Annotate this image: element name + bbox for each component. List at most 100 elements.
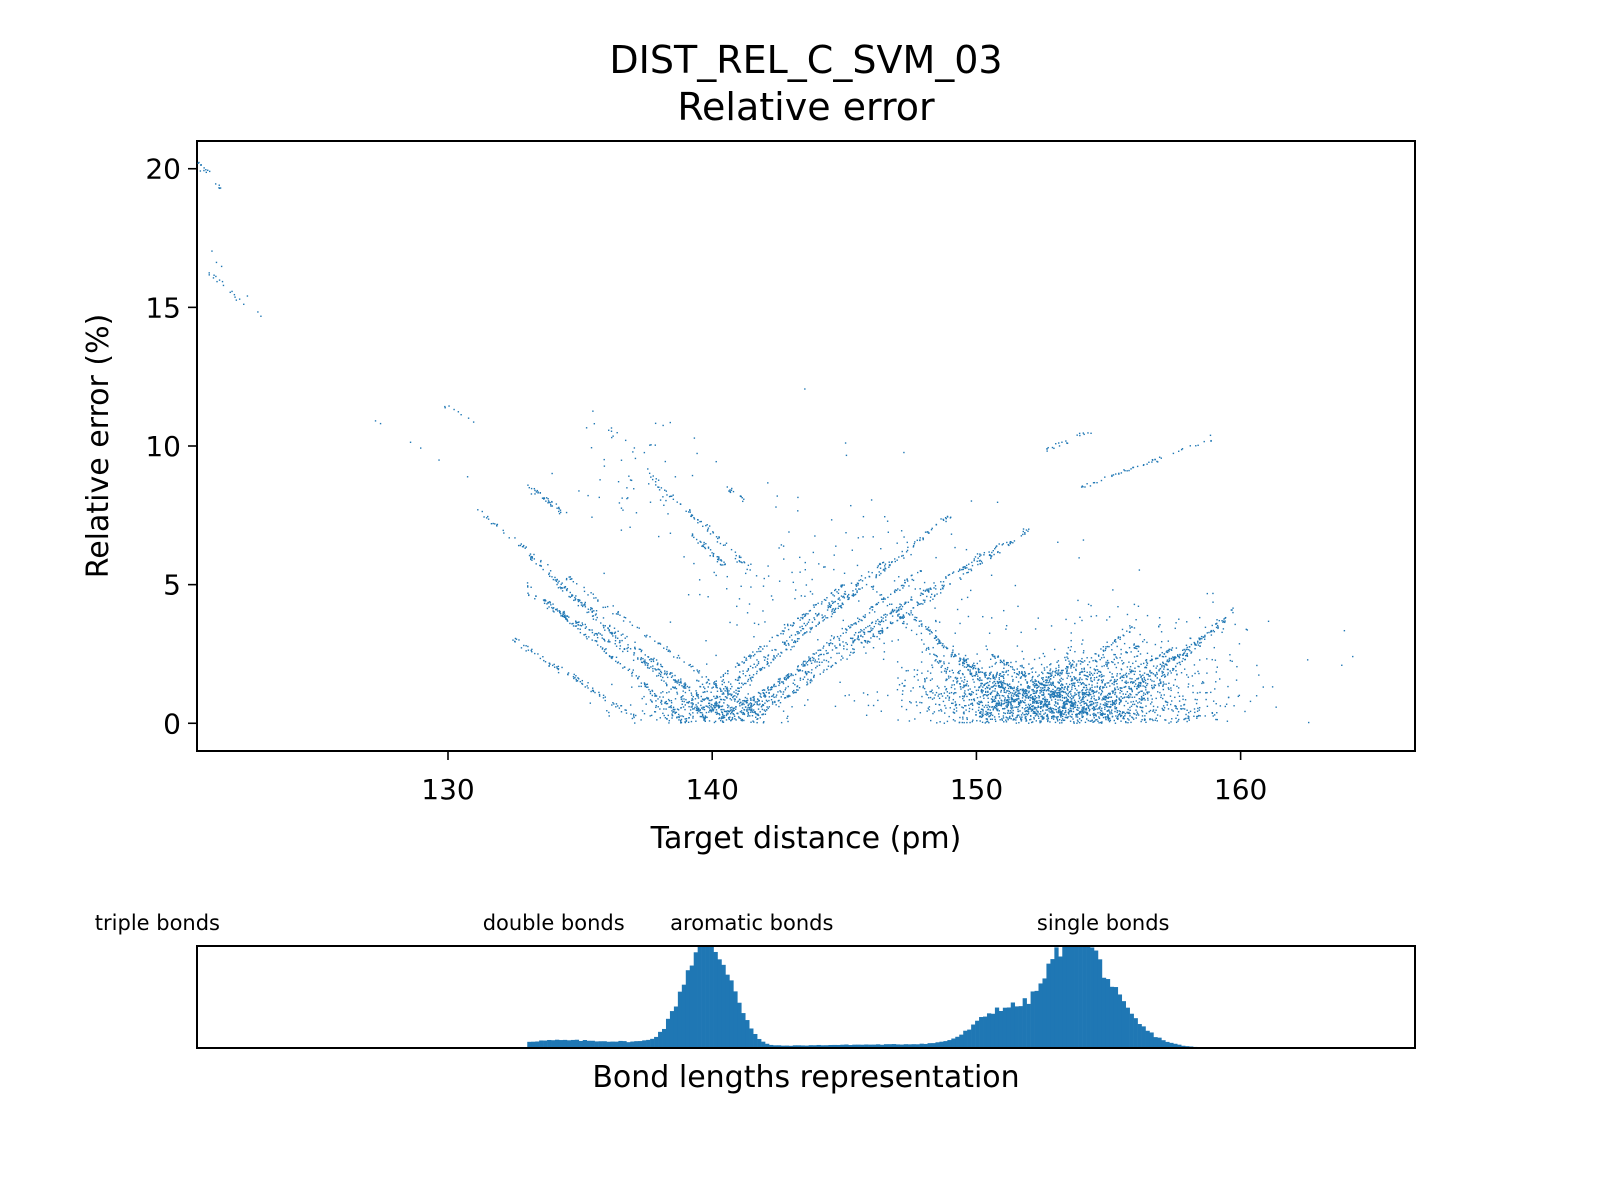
scatter-point: [890, 612, 893, 614]
scatter-point: [1061, 690, 1063, 692]
scatter-point: [996, 691, 999, 693]
scatter-point: [898, 684, 901, 686]
scatter-point: [994, 678, 996, 680]
scatter-point: [1022, 701, 1025, 703]
scatter-point: [972, 704, 974, 706]
scatter-point: [567, 674, 569, 676]
scatter-point: [514, 640, 516, 643]
scatter-point: [1081, 668, 1083, 670]
scatter-point: [953, 708, 955, 711]
scatter-point: [726, 690, 728, 693]
scatter-point: [955, 710, 958, 712]
scatter-point: [1215, 718, 1217, 721]
scatter-point: [1107, 701, 1110, 703]
scatter-point: [1122, 711, 1124, 714]
scatter-point: [969, 670, 971, 673]
scatter-point: [752, 667, 754, 669]
scatter-point: [852, 652, 854, 654]
scatter-point: [984, 722, 986, 724]
scatter-point: [1063, 707, 1065, 709]
scatter-point: [652, 660, 655, 663]
scatter-point: [1135, 714, 1138, 716]
scatter-point: [779, 682, 781, 685]
scatter-point: [648, 659, 651, 661]
scatter-point: [1050, 696, 1052, 699]
scatter-point: [1162, 662, 1165, 664]
scatter-point: [957, 670, 960, 673]
scatter-point: [777, 691, 779, 693]
scatter-point: [1147, 699, 1149, 701]
scatter-point: [962, 661, 964, 664]
scatter-point: [1140, 663, 1142, 665]
scatter-point: [992, 709, 995, 711]
scatter-point: [933, 711, 936, 713]
scatter-point: [707, 698, 709, 700]
scatter-point: [524, 547, 526, 549]
scatter-point: [761, 700, 763, 702]
scatter-point: [720, 698, 723, 701]
scatter-point: [1070, 667, 1072, 669]
scatter-point: [646, 667, 649, 669]
scatter-point: [966, 695, 968, 698]
scatter-point: [660, 703, 663, 705]
scatter-point: [200, 164, 202, 166]
scatter-point: [923, 687, 926, 690]
scatter-point: [892, 622, 894, 624]
scatter-point: [933, 637, 936, 640]
scatter-point: [993, 684, 996, 686]
scatter-point: [552, 610, 554, 612]
scatter-point: [917, 679, 919, 681]
scatter-point: [1125, 651, 1127, 653]
scatter-point: [723, 710, 726, 713]
scatter-point: [700, 715, 703, 718]
scatter-point: [679, 715, 681, 717]
scatter-point: [1112, 474, 1115, 476]
scatter-point: [760, 696, 762, 698]
scatter-point: [1025, 707, 1027, 709]
scatter-point: [645, 683, 648, 686]
scatter-point: [1160, 681, 1162, 683]
scatter-point: [901, 693, 904, 696]
scatter-point: [645, 636, 647, 638]
scatter-point: [822, 620, 824, 622]
scatter-point: [1107, 661, 1109, 664]
scatter-point: [725, 687, 728, 690]
scatter-point: [899, 589, 901, 591]
scatter-point: [753, 721, 755, 723]
scatter-point: [756, 664, 758, 666]
scatter-point: [975, 673, 977, 675]
scatter-point: [1062, 684, 1064, 686]
scatter-point: [1095, 699, 1098, 701]
scatter-point: [1081, 678, 1083, 681]
scatter-point: [1046, 706, 1049, 708]
scatter-point: [856, 582, 859, 584]
scatter-point: [1109, 685, 1111, 687]
scatter-point: [839, 643, 841, 645]
scatter-point: [1163, 683, 1165, 685]
scatter-point: [699, 715, 702, 718]
scatter-point: [1182, 657, 1184, 660]
scatter-point: [659, 642, 661, 644]
scatter-point: [928, 709, 930, 711]
scatter-point: [1002, 543, 1004, 545]
scatter-point: [708, 711, 710, 713]
scatter-point: [1106, 703, 1109, 705]
scatter-point: [654, 695, 656, 697]
scatter-point: [1003, 664, 1006, 666]
scatter-point: [615, 656, 618, 659]
scatter-point: [898, 556, 900, 558]
scatter-point: [810, 678, 812, 681]
scatter-point: [1166, 651, 1169, 654]
scatter-point: [737, 664, 740, 666]
scatter-point: [696, 679, 698, 682]
scatter-point: [745, 659, 748, 661]
scatter-point: [550, 604, 552, 606]
scatter-point: [1032, 683, 1034, 686]
scatter-point: [961, 568, 963, 571]
scatter-point: [1027, 673, 1030, 675]
scatter-point: [882, 601, 884, 603]
scatter-point: [655, 706, 657, 709]
scatter-point: [1080, 710, 1082, 713]
scatter-point: [575, 621, 577, 623]
scatter-point: [744, 696, 747, 699]
